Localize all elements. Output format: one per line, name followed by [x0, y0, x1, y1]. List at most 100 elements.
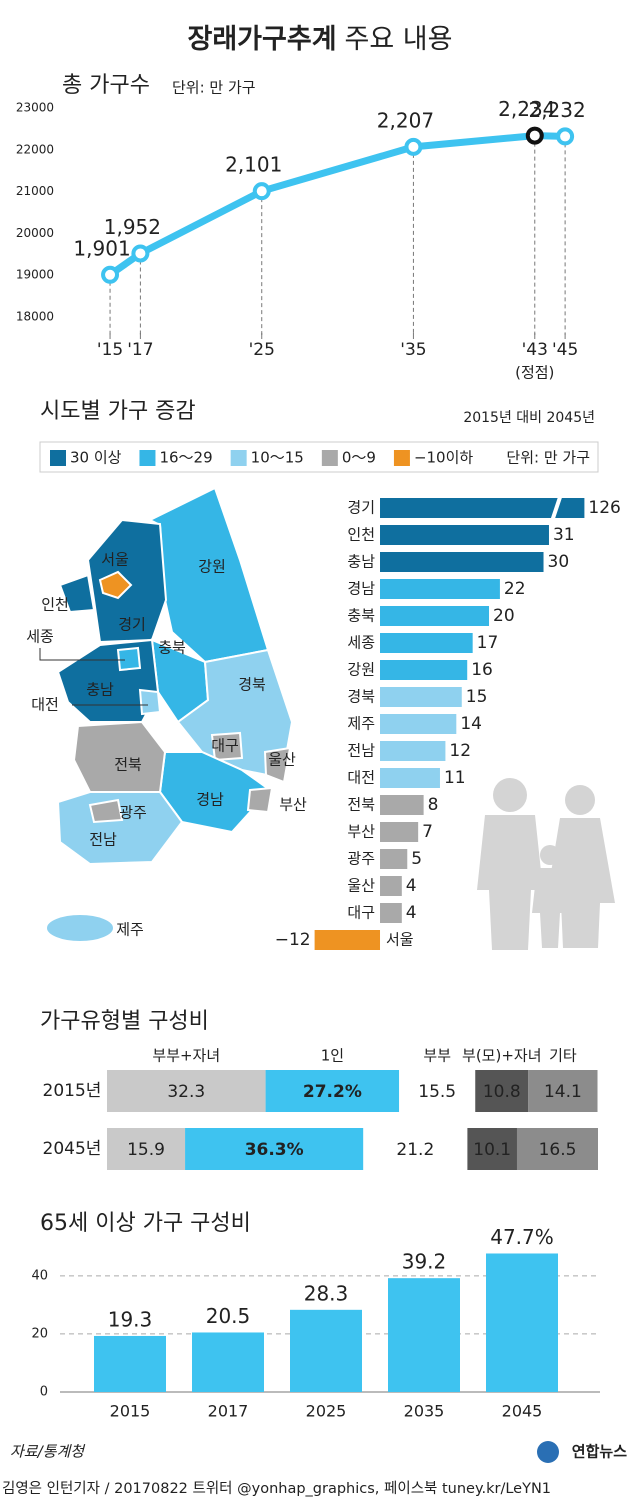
y-tick-label: 2015년: [43, 1081, 102, 1101]
bar-segment: [363, 1128, 468, 1170]
marker: [131, 244, 150, 263]
map-label: 강원: [198, 558, 226, 576]
data-label: 28.3: [304, 1281, 349, 1305]
title-rest: 주요 내용: [345, 24, 453, 55]
bar-segment: [528, 1070, 598, 1112]
bar: [380, 552, 544, 572]
data-label: 22: [504, 579, 526, 599]
data-label: 10.8: [483, 1082, 521, 1102]
x-tick-label: '17: [127, 340, 153, 360]
data-label: 4: [406, 903, 417, 923]
bar-segment: [516, 1128, 598, 1170]
data-label: 2,232: [528, 98, 585, 122]
map-label: 울산: [268, 751, 296, 769]
data-label: 30: [548, 552, 570, 572]
data-label: 14.1: [544, 1082, 582, 1102]
x-tick-label: 2025: [306, 1402, 347, 1421]
legend-swatch: [50, 450, 66, 466]
bar: [290, 1309, 362, 1392]
bar: [380, 498, 585, 518]
data-label: 47.7%: [490, 1225, 554, 1249]
y-tick-label: 대전: [347, 769, 375, 787]
data-label: 1,901: [73, 236, 130, 260]
y-tick-label: 20000: [16, 226, 54, 240]
person-head: [565, 785, 595, 815]
region-daegu: [210, 731, 244, 762]
y-tick-label: 경기: [347, 499, 375, 517]
y-tick-label: 경남: [347, 580, 375, 598]
bar: [486, 1253, 558, 1392]
y-tick-label: 세종: [347, 634, 375, 652]
person-head: [540, 845, 560, 865]
x-tick-label: '25: [249, 340, 275, 360]
data-label: 20: [493, 606, 515, 626]
region-daejeon: [138, 688, 162, 716]
region-ulsan: [263, 746, 292, 784]
person-head: [493, 778, 527, 812]
legend-label: 0～9: [342, 449, 376, 467]
region-jeonnam: [56, 791, 184, 866]
data-label: 2,101: [225, 153, 282, 177]
data-label: 15: [466, 687, 488, 707]
y-tick-label: 20: [31, 1326, 48, 1341]
chart-subtitle: 단위: 만 가구: [172, 79, 256, 97]
bar: [380, 795, 424, 815]
legend-box: [39, 441, 599, 473]
data-label: 15.9: [127, 1140, 165, 1160]
marker: [404, 137, 423, 156]
map-label: 광주: [119, 804, 147, 822]
map-label: 경기: [118, 616, 146, 634]
x-tick-label: 2017: [208, 1402, 249, 1421]
x-tick-label: '15: [97, 340, 123, 360]
map-label: 전남: [89, 831, 117, 849]
y-tick-label: 전북: [347, 796, 375, 814]
data-label: 21.2: [396, 1140, 434, 1160]
map: [45, 486, 294, 943]
x-tick-label: 2035: [404, 1402, 445, 1421]
region-seoul: [98, 570, 133, 600]
y-tick-label: 23000: [16, 101, 54, 115]
data-label: 15.5: [418, 1082, 456, 1102]
unit-label: 단위: 만 가구: [506, 449, 590, 467]
person-body: [477, 815, 543, 950]
bar: [380, 741, 446, 761]
bar: [380, 633, 473, 653]
y-tick-label: 대구: [347, 904, 375, 922]
marker: [556, 127, 575, 146]
bar-segment: [107, 1128, 186, 1170]
bar: [380, 606, 490, 626]
map-label: 부산: [279, 796, 307, 814]
bar-segment: [265, 1070, 400, 1112]
data-label: 5: [411, 849, 422, 869]
chart-title: 시도별 가구 증감: [40, 399, 196, 424]
map-label: 충북: [158, 639, 186, 657]
region-gwangju: [88, 798, 124, 824]
legend-swatch: [321, 450, 338, 466]
map-label: 충남: [86, 681, 114, 699]
marker: [252, 182, 271, 201]
credit: 김영은 인턴기자 / 20170822 트위터 @yonhap_graphics…: [2, 1480, 551, 1497]
legend-label: 30 이상: [70, 449, 122, 467]
y-tick-label: 제주: [347, 715, 375, 733]
y-tick-label: 광주: [347, 850, 375, 868]
y-tick-label: 18000: [16, 310, 54, 324]
y-tick-label: 0: [40, 1385, 48, 1400]
data-label: 11: [444, 768, 466, 788]
x-tick-label: 2045: [502, 1402, 543, 1421]
bar: [380, 768, 440, 788]
bar: [380, 849, 408, 869]
region-jeju: [45, 913, 115, 943]
map-label: 인천: [41, 596, 69, 614]
legend-label: 부부: [423, 1047, 451, 1065]
y-tick-label: 부산: [347, 823, 375, 841]
region-busan: [246, 786, 274, 814]
bar: [380, 903, 402, 923]
x-tick-label: '35: [400, 340, 426, 360]
data-label: −12: [275, 930, 311, 950]
legend-label: 10～15: [251, 449, 304, 467]
map-label: 제주: [116, 921, 144, 939]
bar: [380, 714, 457, 734]
legend-swatch: [230, 450, 247, 466]
